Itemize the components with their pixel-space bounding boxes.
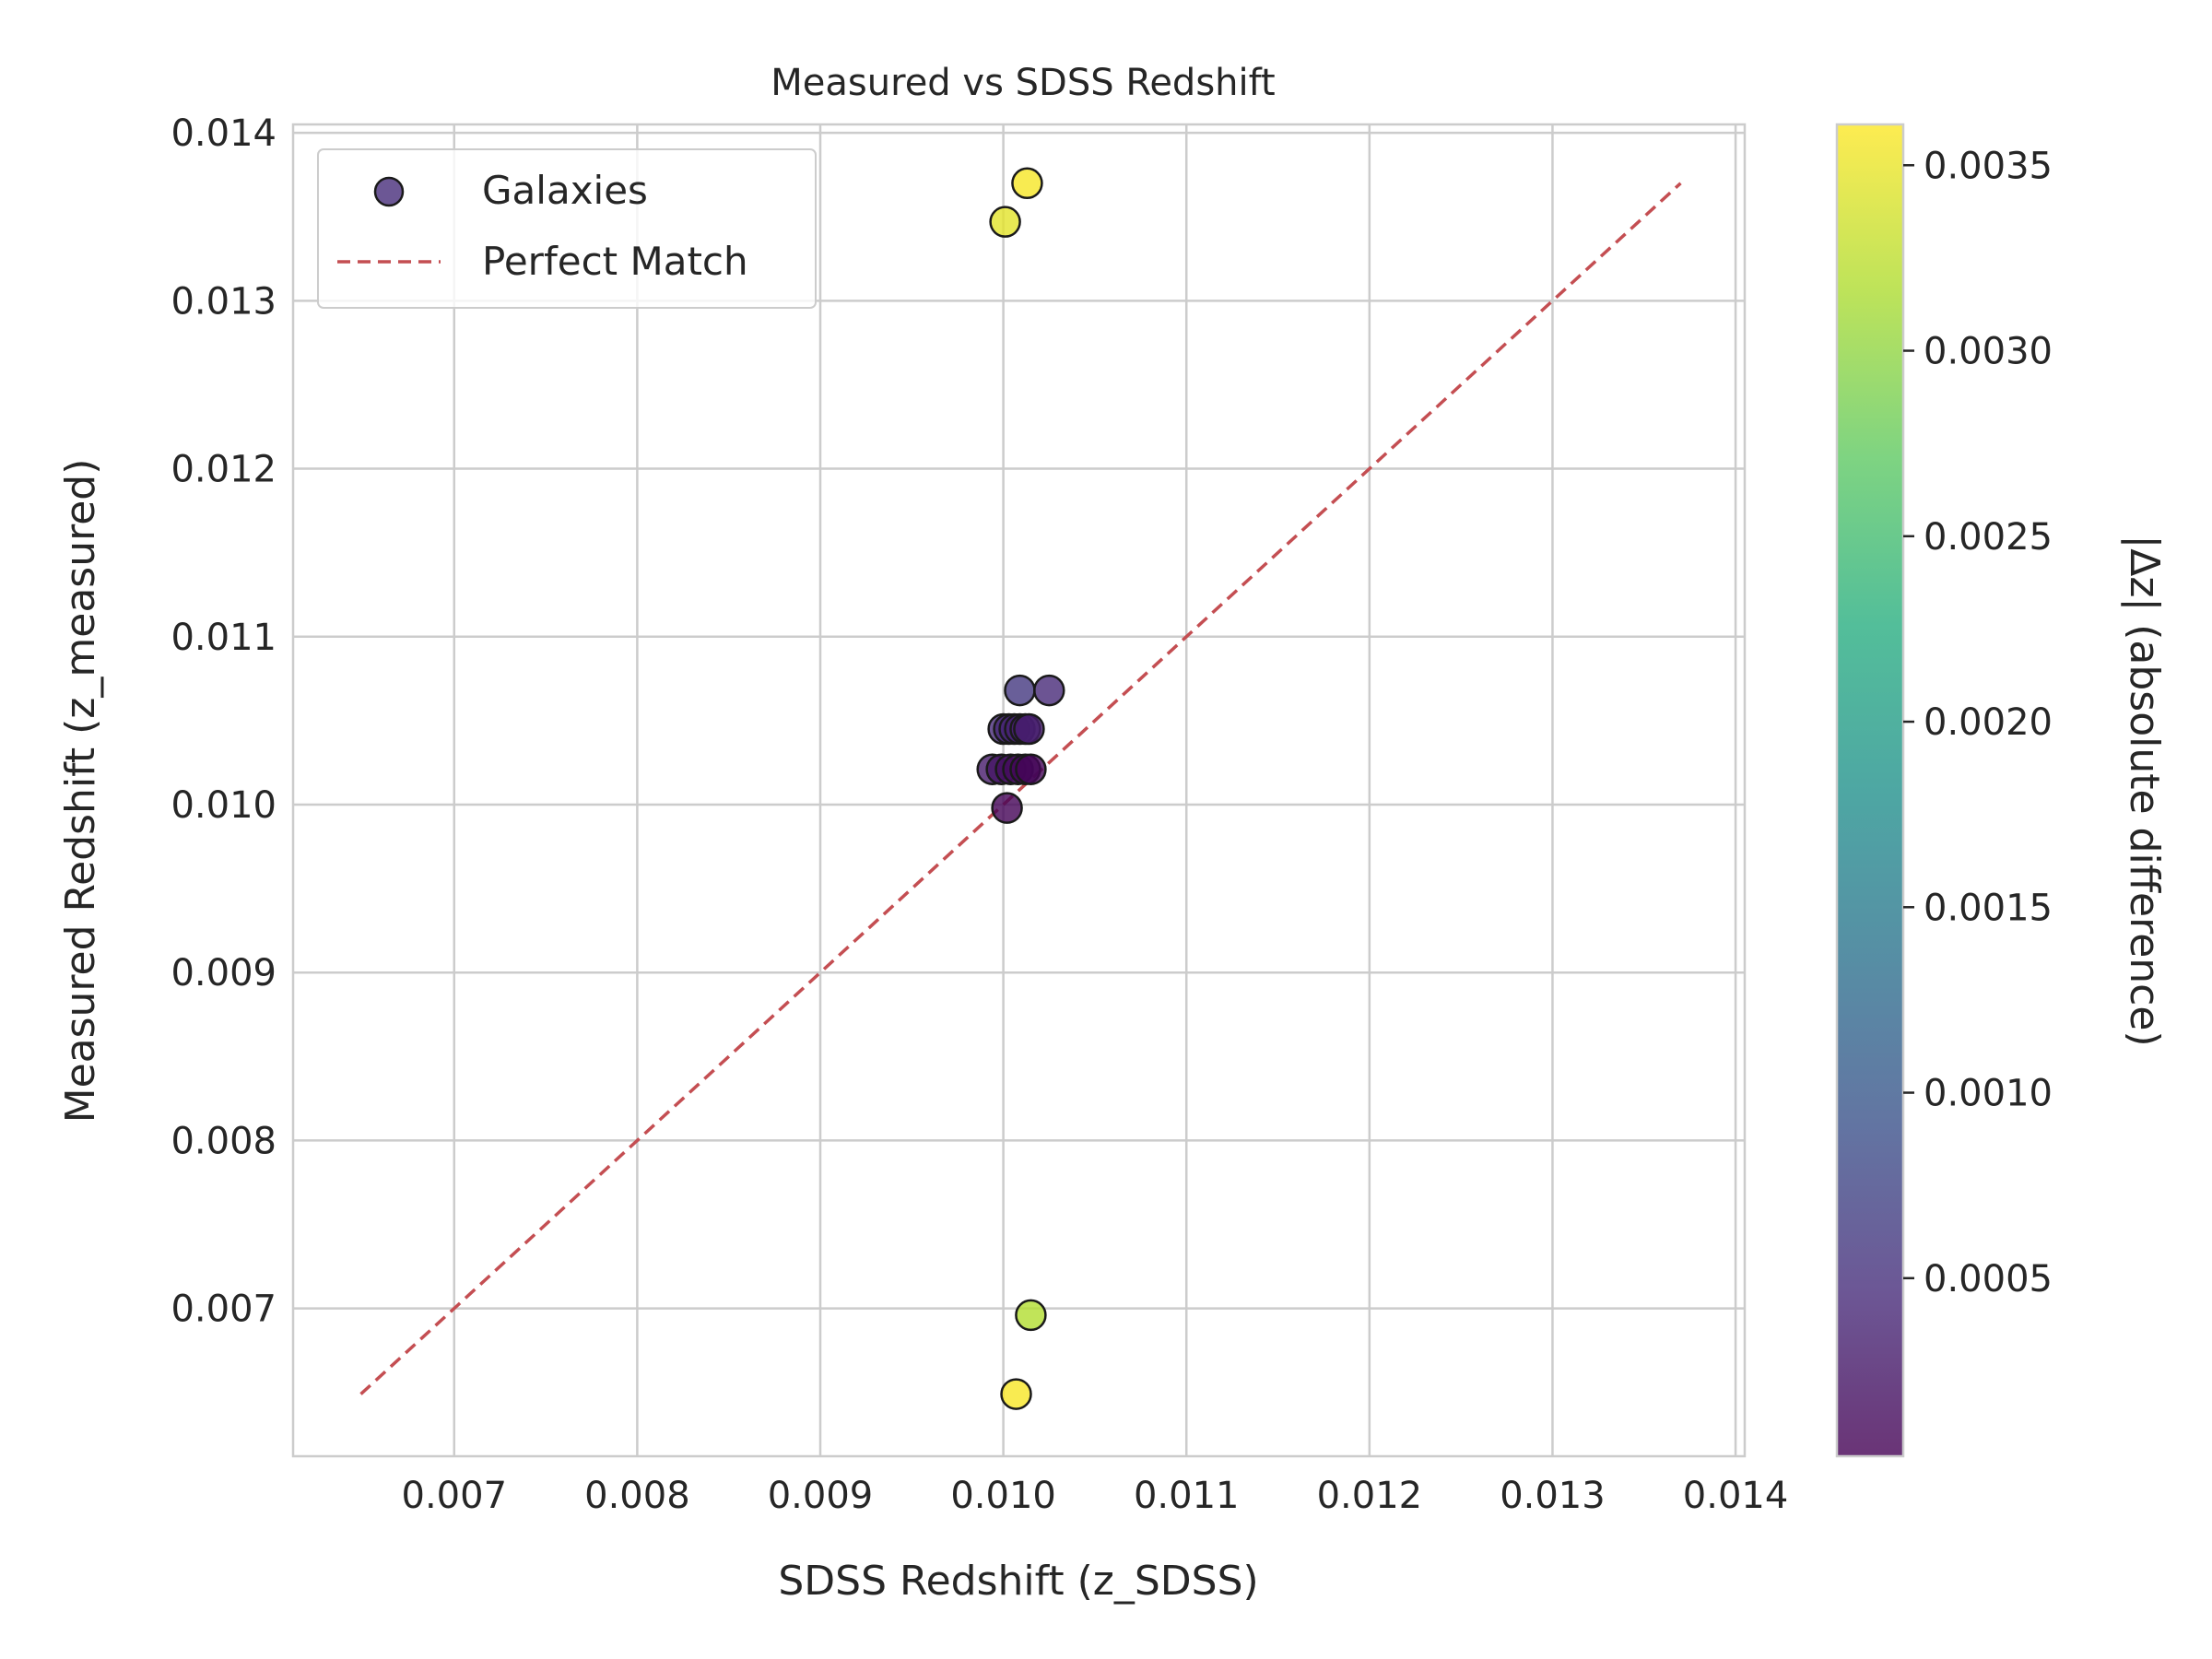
galaxy-point: [1011, 167, 1043, 200]
x-tick-label: 0.013: [1500, 1475, 1606, 1517]
y-tick-label: 0.011: [171, 617, 276, 659]
x-tick-label: 0.014: [1683, 1475, 1789, 1517]
galaxy-point: [989, 206, 1021, 238]
galaxy-point: [1015, 753, 1047, 785]
colorbar-tick-label: 0.0025: [1924, 516, 2053, 559]
galaxy-point: [1004, 674, 1036, 707]
chart-title: Measured vs SDSS Redshift: [771, 62, 1275, 104]
colorbar-tick-label: 0.0030: [1924, 331, 2053, 373]
y-tick-label: 0.008: [171, 1120, 276, 1162]
plot-area: [291, 123, 1747, 1458]
scatter-points: [976, 167, 1065, 1410]
colorbar-gradient: [1835, 123, 1905, 1458]
x-tick-label: 0.008: [584, 1475, 690, 1517]
y-axis: 0.007 0.008 0.009 0.010 0.011 0.012 0.013 0.014: [171, 112, 276, 1331]
x-tick-label: 0.012: [1317, 1475, 1423, 1517]
y-tick-label: 0.009: [171, 952, 276, 994]
perfect-match-line: [359, 182, 1682, 1395]
legend-label-galaxies: Galaxies: [482, 168, 648, 213]
galaxy-point: [991, 792, 1023, 824]
colorbar-tick-label: 0.0035: [1924, 145, 2053, 187]
x-axis: 0.007 0.008 0.009 0.010 0.011 0.012 0.013 0.014: [402, 1475, 1789, 1517]
y-tick-label: 0.013: [171, 280, 276, 323]
x-tick-label: 0.007: [402, 1475, 508, 1517]
colorbar-label: |Δz| (absolute difference): [2121, 535, 2168, 1046]
legend-box: [317, 148, 817, 309]
colorbar-ticks: 0.0005 0.0010 0.0015 0.0020 0.0025 0.0030 0.00…: [1903, 145, 2053, 1300]
legend-marker-galaxies: [373, 176, 405, 207]
x-tick-label: 0.009: [768, 1475, 874, 1517]
y-tick-label: 0.014: [171, 112, 276, 155]
galaxy-point: [1015, 1299, 1047, 1332]
colorbar-tick-label: 0.0015: [1924, 887, 2053, 929]
galaxy-point: [1033, 674, 1065, 707]
grid: [293, 124, 1745, 1456]
colorbar: 0.0005 0.0010 0.0015 0.0020 0.0025 0.0030 0.00…: [1835, 123, 2168, 1458]
legend: Galaxies Perfect Match: [317, 148, 817, 309]
y-tick-label: 0.007: [171, 1288, 276, 1331]
galaxy-point: [1000, 1378, 1032, 1410]
x-tick-label: 0.011: [1134, 1475, 1240, 1517]
colorbar-tick-label: 0.0005: [1924, 1258, 2053, 1300]
y-tick-label: 0.012: [171, 449, 276, 491]
x-tick-label: 0.010: [950, 1475, 1056, 1517]
colorbar-tick-label: 0.0020: [1924, 701, 2053, 744]
colorbar-tick-label: 0.0010: [1924, 1073, 2053, 1115]
y-axis-label: Measured Redshift (z_measured): [57, 459, 104, 1124]
galaxy-point: [1013, 712, 1045, 746]
x-axis-label: SDSS Redshift (z_SDSS): [778, 1558, 1258, 1605]
legend-label-perfect-match: Perfect Match: [482, 239, 748, 284]
y-tick-label: 0.010: [171, 784, 276, 827]
